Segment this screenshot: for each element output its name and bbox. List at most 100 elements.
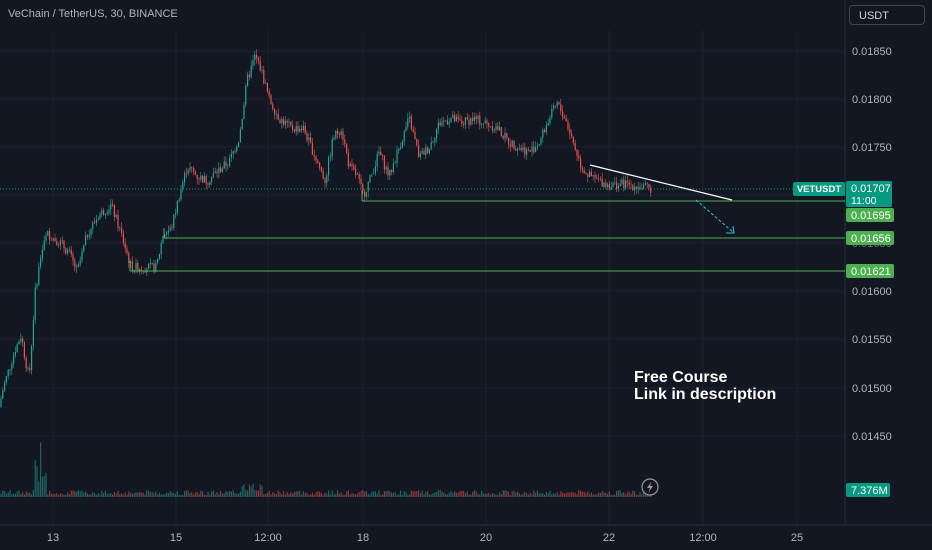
volume-bar — [437, 490, 439, 497]
candle-body — [275, 113, 277, 115]
candle-body — [423, 150, 425, 155]
volume-bar — [86, 493, 88, 497]
volume-bar — [338, 493, 340, 497]
candle-body — [472, 118, 474, 121]
volume-bar — [567, 492, 569, 497]
candle-body — [175, 213, 177, 215]
level-badge-1: 0.01695 — [846, 208, 894, 222]
candle-body — [85, 235, 87, 245]
volume-bar — [479, 494, 481, 497]
volume-bar — [506, 490, 508, 497]
volume-bar — [97, 492, 99, 497]
currency-button[interactable]: USDT — [849, 5, 925, 25]
volume-bar — [283, 490, 285, 497]
volume-bar — [504, 490, 506, 497]
volume-bar — [5, 493, 7, 497]
candle-body — [430, 142, 432, 149]
support-levels[interactable] — [129, 190, 845, 272]
candle-body — [554, 105, 556, 107]
volume-bar — [380, 494, 382, 497]
candle-body — [245, 85, 247, 105]
candle-body — [551, 108, 553, 118]
candle-body — [230, 153, 232, 158]
candle-body — [518, 147, 520, 149]
volume-bar — [342, 494, 344, 497]
lightning-bolt-icon[interactable] — [641, 478, 659, 496]
volume-bar — [434, 492, 436, 497]
volume-bar — [45, 472, 47, 497]
volume-bar — [149, 492, 151, 497]
candle-body — [61, 240, 63, 242]
candle-body — [187, 170, 189, 174]
candle-body — [337, 130, 339, 134]
volume-bar — [49, 490, 51, 497]
candle-body — [380, 151, 382, 156]
volume-bar — [425, 492, 427, 497]
volume-bar — [364, 491, 366, 497]
candle-body — [59, 240, 61, 246]
volume-bar — [2, 490, 4, 497]
candle-body — [29, 368, 31, 371]
candle-body — [412, 129, 414, 132]
volume-bar — [274, 493, 276, 497]
volume-bar — [227, 492, 229, 497]
candle-body — [356, 174, 358, 175]
volume-bar — [430, 494, 432, 497]
volume-bar — [419, 493, 421, 497]
volume-bar — [101, 490, 103, 497]
volume-bar — [616, 491, 618, 497]
level-badge-value: 0.01656 — [851, 233, 891, 245]
y-tick-label: 0.01850 — [852, 46, 892, 58]
volume-bar — [211, 491, 213, 497]
candle-body — [205, 176, 207, 184]
volume-bar — [603, 492, 605, 497]
volume-bar — [592, 494, 594, 497]
candle-body — [331, 139, 333, 157]
volume-bar — [619, 490, 621, 497]
volume-bar — [88, 494, 90, 497]
candle-body — [470, 118, 472, 125]
volume-bar — [7, 492, 9, 497]
candle-body — [407, 118, 409, 128]
volume-bar — [290, 492, 292, 497]
volume-bar — [317, 491, 319, 497]
candle-body — [437, 122, 439, 130]
volume-bar — [376, 493, 378, 497]
candle-body — [344, 139, 346, 145]
volume-bar — [585, 493, 587, 497]
candle-body — [104, 214, 106, 215]
volume-bar — [40, 442, 42, 497]
volume-bar — [538, 493, 540, 497]
volume-bar — [259, 484, 261, 497]
volume-bar — [459, 491, 461, 497]
volume-bar — [171, 492, 173, 497]
candle-body — [513, 140, 515, 149]
volume-bar — [347, 490, 349, 497]
projection-arrow[interactable] — [695, 199, 735, 234]
candle-body — [544, 129, 546, 133]
candle-body — [571, 133, 573, 137]
candle-body — [360, 179, 362, 185]
volume-bar — [335, 494, 337, 497]
volume-bar — [443, 492, 445, 497]
volume-bar — [310, 494, 312, 497]
candle-body — [281, 119, 283, 124]
descending-trend-line[interactable] — [589, 164, 733, 201]
candle-body — [70, 249, 72, 255]
candle-body — [495, 126, 497, 130]
candle-body — [43, 240, 45, 250]
candle-body — [184, 173, 186, 183]
candle-body — [22, 338, 24, 343]
volume-bar — [446, 494, 448, 497]
y-tick-label: 0.01800 — [852, 94, 892, 106]
candle-body — [295, 125, 297, 132]
volume-bar — [542, 492, 544, 497]
volume-bar — [20, 493, 22, 497]
volume-bar — [194, 492, 196, 497]
candle-body — [553, 105, 555, 109]
candle-body — [50, 240, 52, 241]
candle-body — [106, 212, 108, 215]
candle-body — [191, 167, 193, 169]
candle-body — [108, 209, 110, 213]
